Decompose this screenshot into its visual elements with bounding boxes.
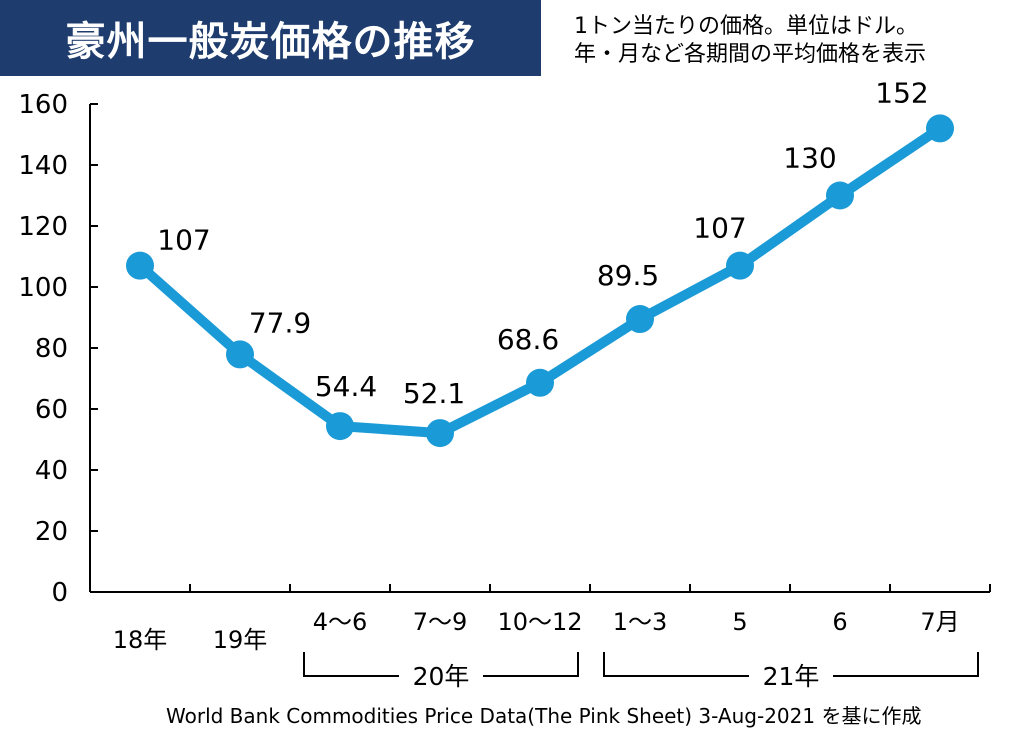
- data-label: 54.4: [315, 370, 377, 403]
- y-tick-label: 120: [18, 212, 68, 242]
- data-label: 130: [783, 142, 836, 175]
- data-point: [126, 251, 154, 280]
- y-tick-label: 100: [18, 273, 68, 303]
- data-label: 107: [157, 224, 210, 257]
- data-point: [926, 114, 954, 143]
- data-label: 77.9: [249, 306, 311, 339]
- y-tick-label: 80: [35, 334, 68, 364]
- unit-note: 1トン当たりの価格。単位はドル。: [574, 14, 918, 39]
- data-point: [226, 340, 254, 369]
- chart-title: 豪州一般炭価格の推移: [65, 19, 476, 65]
- group-bracket: [603, 652, 979, 677]
- data-point: [326, 412, 354, 441]
- y-tick-label: 160: [18, 90, 68, 120]
- x-tick-label: 6: [832, 608, 847, 636]
- x-tick-label: 1～3: [613, 608, 668, 636]
- data-label: 68.6: [497, 323, 559, 356]
- data-point: [826, 181, 854, 210]
- data-point: [626, 305, 654, 334]
- y-tick-label: 20: [35, 517, 68, 547]
- x-tick-label: 7～9: [413, 608, 468, 636]
- data-point: [526, 368, 554, 397]
- data-point: [726, 251, 754, 280]
- x-tick-label: 4～6: [313, 608, 368, 636]
- source-credit: World Bank Commodities Price Data(The Pi…: [166, 704, 922, 728]
- y-tick-label: 140: [18, 151, 68, 181]
- y-tick-label: 0: [51, 578, 68, 608]
- data-label: 152: [875, 76, 928, 109]
- x-tick-label: 5: [732, 608, 747, 636]
- group-label: 20年: [413, 662, 470, 691]
- data-label: 107: [693, 212, 746, 245]
- x-tick-label: 10～12: [497, 608, 582, 636]
- x-tick-label: 18年: [113, 626, 168, 654]
- title-banner: [0, 0, 541, 76]
- group-bracket: [303, 652, 579, 677]
- y-tick-label: 40: [35, 456, 68, 486]
- data-point: [426, 419, 454, 448]
- y-tick-label: 60: [35, 395, 68, 425]
- x-tick-label: 19年: [213, 626, 268, 654]
- data-label: 89.5: [597, 259, 659, 292]
- group-label: 21年: [763, 662, 820, 691]
- x-tick-label: 7月: [920, 608, 959, 636]
- data-label: 52.1: [403, 377, 465, 410]
- period-note: 年・月など各期間の平均価格を表示: [574, 42, 927, 67]
